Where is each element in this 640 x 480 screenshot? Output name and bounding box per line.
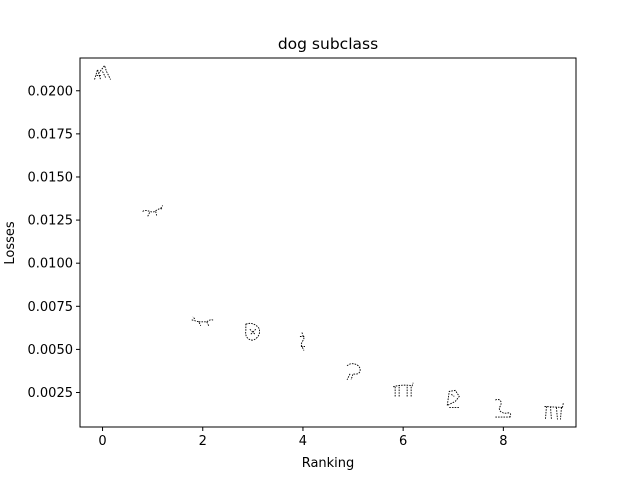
- x-tick-label: 2: [199, 434, 207, 449]
- x-tick-label: 8: [499, 434, 507, 449]
- data-point-thumbnail: [245, 322, 261, 341]
- data-point-thumbnail: [393, 382, 414, 397]
- data-points: [94, 64, 564, 420]
- dog-sketch-icon: [393, 382, 414, 397]
- y-tick-label: 0.0200: [28, 84, 74, 99]
- dog-sketch-icon: [346, 363, 361, 381]
- y-tick-label: 0.0175: [28, 127, 74, 142]
- dog-sketch-icon: [299, 332, 305, 351]
- y-axis-ticks: 0.0025 0.0050 0.0075 0.0100 0.0125 0.0150 0.01…: [28, 84, 80, 401]
- data-point-thumbnail: [544, 402, 564, 420]
- y-tick-label: 0.0025: [28, 386, 74, 401]
- dog-sketch-icon: [544, 402, 564, 420]
- data-point-thumbnail: [446, 389, 460, 408]
- data-point-thumbnail: [94, 64, 111, 80]
- y-tick-label: 0.0050: [28, 343, 74, 358]
- dog-sketch-icon: [94, 64, 111, 80]
- x-tick-label: 4: [299, 434, 307, 449]
- data-point-thumbnail: [299, 332, 305, 351]
- x-tick-label: 6: [399, 434, 407, 449]
- dog-sketch-icon: [446, 389, 460, 408]
- y-axis-label: Losses: [3, 221, 18, 265]
- x-axis-ticks: 0 2 4 6 8: [98, 427, 507, 449]
- x-axis-label: Ranking: [302, 456, 355, 471]
- dog-sketch-icon: [245, 322, 261, 341]
- y-tick-label: 0.0150: [28, 170, 74, 185]
- dog-sketch-icon: [142, 205, 164, 217]
- y-tick-label: 0.0100: [28, 257, 74, 272]
- chart-title: dog subclass: [278, 35, 378, 53]
- dog-sketch-icon: [495, 399, 512, 418]
- plot-area-frame: [79, 57, 577, 428]
- data-point-thumbnail: [495, 399, 512, 418]
- x-tick-label: 0: [98, 434, 106, 449]
- data-point-thumbnail: [142, 205, 164, 217]
- data-point-thumbnail: [346, 363, 361, 381]
- dog-sketch-icon: [191, 316, 215, 327]
- data-point-thumbnail: [191, 316, 215, 327]
- y-tick-label: 0.0075: [28, 300, 74, 315]
- y-tick-label: 0.0125: [28, 214, 74, 229]
